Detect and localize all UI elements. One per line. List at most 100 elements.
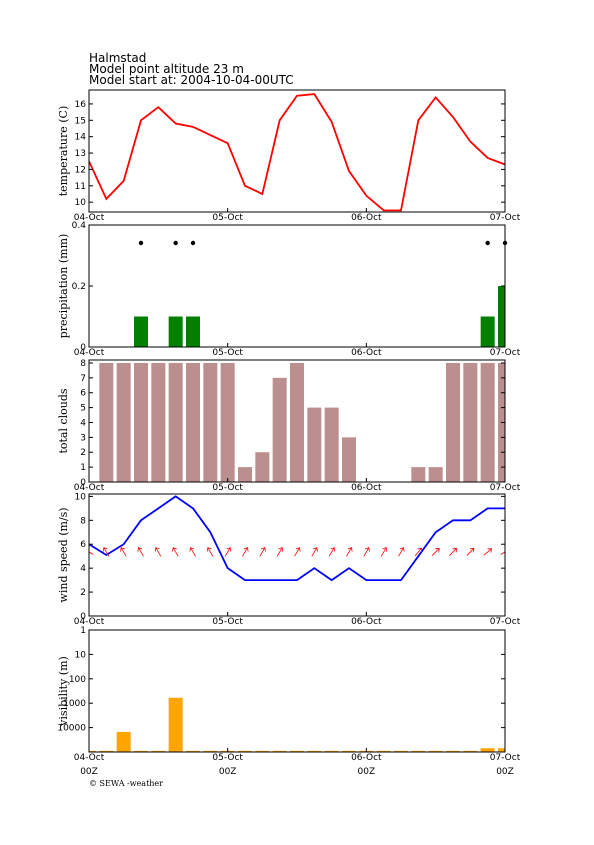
bar	[428, 750, 443, 752]
x-tick-label: 05-Oct	[212, 348, 243, 358]
arrow-head	[417, 547, 422, 553]
y-tick-label: 0	[80, 343, 86, 353]
wind-arrow	[154, 547, 162, 557]
panel-frame	[88, 493, 506, 617]
arrow-shaft	[190, 547, 196, 557]
x-tick-label: 07-Oct	[490, 617, 521, 627]
arrow-head	[295, 547, 301, 552]
bar	[272, 377, 287, 482]
arrow-shaft	[276, 547, 283, 557]
bar	[203, 362, 218, 482]
y-tick-label: 0	[80, 612, 86, 622]
bar	[168, 316, 183, 347]
arrow-shaft	[449, 548, 457, 556]
arrow-head	[347, 547, 353, 552]
wind-arrow	[311, 547, 318, 557]
plot-area	[89, 495, 510, 582]
plot-area	[134, 286, 505, 347]
y-tick-label: 100	[69, 675, 86, 685]
arrow-head	[137, 547, 143, 552]
arrow-shaft	[89, 549, 94, 555]
y-tick-label: 1	[80, 626, 86, 636]
bar	[394, 750, 408, 752]
bar	[220, 362, 235, 482]
y-tick-label: 1000	[63, 699, 86, 709]
wind-arrow	[328, 547, 336, 557]
bar	[324, 750, 339, 752]
bar	[168, 362, 183, 482]
x-tick-label: 06-Oct	[351, 617, 382, 627]
x-tick-label: 04-Oct	[74, 483, 105, 493]
x-tick-label: 06-Oct	[351, 348, 382, 358]
wind-arrow	[483, 548, 492, 556]
x-tick-label-secondary: 00Z	[358, 767, 376, 777]
plot-area	[99, 362, 505, 482]
arrow-head	[154, 547, 160, 552]
bar	[134, 750, 148, 752]
bar	[480, 748, 495, 752]
y-tick-label: 15	[75, 116, 86, 126]
arrow-head	[435, 548, 440, 553]
y-tick-label: 2	[80, 448, 86, 458]
bar	[99, 362, 114, 482]
arrow-head	[172, 547, 177, 552]
y-axis-label: wind speed (m/s)	[57, 507, 70, 602]
arrow-shaft	[466, 548, 475, 556]
bar	[480, 316, 495, 347]
bar	[446, 362, 460, 482]
x-tick-label-secondary: 00Z	[80, 767, 98, 777]
y-tick-label: 13	[75, 149, 86, 159]
arrow-head	[226, 547, 232, 552]
footer: © SEWA -weather	[89, 779, 163, 788]
bar	[168, 697, 183, 752]
y-tick-label: 6	[80, 389, 86, 399]
arrow-head	[120, 547, 125, 552]
panel-frame	[88, 89, 506, 213]
y-tick-label: 12	[75, 165, 86, 175]
bar	[272, 750, 287, 752]
y-tick-label: 10	[75, 198, 87, 208]
arrow-shaft	[120, 547, 127, 557]
arrow-head	[452, 548, 457, 553]
wind-arrow	[120, 547, 127, 557]
arrow-head	[487, 548, 492, 553]
y-tick-label: 10	[75, 650, 87, 660]
x-tick-label: 07-Oct	[490, 753, 521, 763]
bar	[116, 362, 131, 482]
bar	[186, 750, 200, 752]
bar	[411, 750, 426, 752]
y-tick-label: 8	[80, 516, 86, 526]
y-tick-label: 6	[80, 540, 86, 550]
bar	[238, 467, 252, 482]
wind-arrow	[449, 548, 457, 556]
bar	[324, 407, 339, 482]
wind-arrow	[398, 547, 405, 557]
arrow-shaft	[103, 547, 110, 557]
y-tick-label: 2	[80, 588, 86, 598]
wind-arrow	[380, 547, 388, 557]
location: Halmstad	[89, 51, 146, 65]
altitude: Model point altitude 23 m	[89, 62, 244, 76]
precip-symbol	[502, 240, 508, 246]
bar	[116, 731, 131, 752]
bar	[134, 316, 148, 347]
x-tick-label: 07-Oct	[490, 213, 521, 223]
panel-frame	[88, 224, 506, 348]
y-tick-label: 7	[80, 374, 86, 384]
bar	[186, 362, 200, 482]
arrow-shaft	[431, 548, 440, 556]
wind-arrow	[89, 549, 94, 555]
x-tick-label: 04-Oct	[74, 348, 105, 358]
arrow-head	[505, 547, 510, 553]
y-tick-label: 10000	[57, 724, 86, 734]
y-tick-label: 4	[80, 418, 86, 428]
wind-arrow	[500, 547, 510, 555]
bar	[186, 316, 200, 347]
y-axis-label: total clouds	[57, 388, 70, 453]
arrow-shaft	[155, 547, 162, 557]
arrow-shaft	[224, 547, 231, 557]
line	[89, 93, 505, 212]
arrow-head	[365, 547, 370, 552]
arrow-head	[243, 547, 249, 552]
